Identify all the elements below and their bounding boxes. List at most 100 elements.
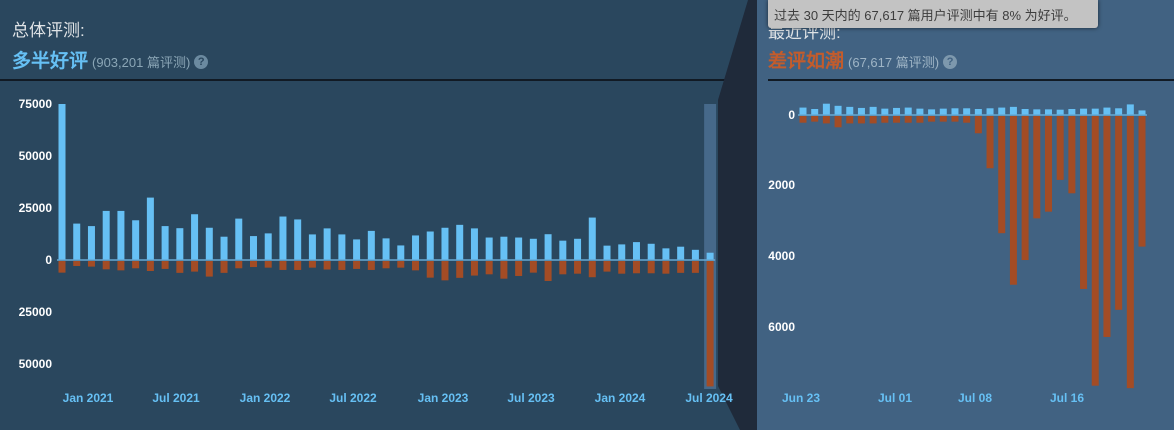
y-tick-label: 25000 [19,305,53,319]
negative-bar [323,261,331,270]
positive-bar [916,108,924,115]
positive-bar [632,242,640,260]
y-tick-label: 0 [45,253,52,267]
negative-bar [632,261,640,274]
positive-bar [811,108,819,115]
overall-review-count: (903,201 篇评测) [92,55,191,70]
positive-bar [559,240,567,260]
negative-bar [691,261,699,273]
divider [0,79,755,81]
negative-bar [161,261,169,269]
positive-bar [904,107,912,115]
positive-bar [132,220,140,260]
positive-bar [176,228,184,260]
negative-bar [677,261,685,273]
y-tick-label: 50000 [19,149,53,163]
positive-bar [515,237,523,260]
x-tick-label: Jul 01 [878,391,912,405]
x-tick-label: Jan 2024 [595,391,646,405]
negative-bar [986,116,994,169]
positive-bar [73,223,81,260]
x-tick-label: Jul 2024 [685,391,733,405]
negative-bar [205,261,213,277]
negative-bar [456,261,464,278]
positive-bar [869,106,877,115]
positive-bar [87,226,95,260]
negative-bar [706,261,714,387]
negative-bar [441,261,449,281]
negative-bar [963,116,971,123]
negative-bar [869,116,877,124]
negative-bar [1103,116,1111,337]
positive-bar [1068,108,1076,115]
positive-bar [974,108,982,115]
negative-bar [1080,116,1088,289]
positive-bar [677,246,685,260]
zoom-connector [718,0,757,430]
positive-bar [308,234,316,260]
positive-bar [691,249,699,260]
positive-bar [279,216,287,260]
negative-bar [588,261,596,278]
overall-summary: 多半好评 (903,201 篇评测)? [12,46,209,73]
negative-bar [353,261,361,269]
positive-bar [367,230,375,260]
positive-bar [998,107,1006,115]
negative-bar [1009,116,1017,285]
negative-bar [382,261,390,269]
positive-bar [338,234,346,260]
negative-bar [1138,116,1146,247]
negative-bar [1126,116,1134,389]
negative-bar [662,261,670,274]
negative-bar [338,261,346,270]
negative-bar [1044,116,1052,212]
positive-bar [881,108,889,115]
positive-bar [161,226,169,260]
negative-bar [500,261,508,279]
positive-bar [846,106,854,115]
y-tick-label: 2000 [768,178,795,192]
positive-bar [426,231,434,260]
negative-bar [264,261,272,268]
positive-bar [951,108,959,115]
y-tick-label: 25000 [19,201,53,215]
y-tick-label: 0 [788,108,795,122]
negative-bar [799,116,807,123]
x-tick-label: Jan 2022 [240,391,291,405]
help-icon[interactable]: ? [943,55,958,69]
recent-summary: 差评如潮 (67,617 篇评测)? [768,46,958,73]
y-tick-label: 4000 [768,249,795,263]
negative-bar [1033,116,1041,219]
negative-bar [87,261,95,267]
x-tick-label: Jul 2023 [507,391,555,405]
positive-bar [1044,109,1052,115]
positive-bar [1080,108,1088,115]
positive-bar [1009,106,1017,115]
negative-bar [881,116,889,123]
negative-bar [904,116,912,123]
positive-bar [500,236,508,260]
overall-histogram[interactable]: 75000 50000 25000 0 25000 50000 Jan 2021 Jul 20… [19,97,733,405]
negative-bar [559,261,567,275]
help-icon[interactable]: ? [194,55,209,69]
positive-bar [353,239,361,260]
positive-bar [603,245,611,260]
positive-bar [529,238,537,260]
negative-bar [618,261,626,274]
negative-bar [426,261,434,278]
overall-summary-text: 多半好评 [12,51,89,72]
y-tick-label: 6000 [768,320,795,334]
negative-bar [1021,116,1029,261]
negative-bar [308,261,316,268]
positive-bar [191,214,199,260]
positive-bar [857,107,865,115]
recent-histogram[interactable]: 0 2000 4000 6000 Jun 23 Jul 01 Jul 08 Jul 16 [768,103,1148,405]
positive-bar [264,233,272,260]
negative-bar [846,116,854,124]
positive-bar [1115,108,1123,115]
positive-bar [470,228,478,260]
negative-bar [939,116,947,122]
x-tick-label: Jan 2021 [63,391,114,405]
negative-bar [998,116,1006,234]
